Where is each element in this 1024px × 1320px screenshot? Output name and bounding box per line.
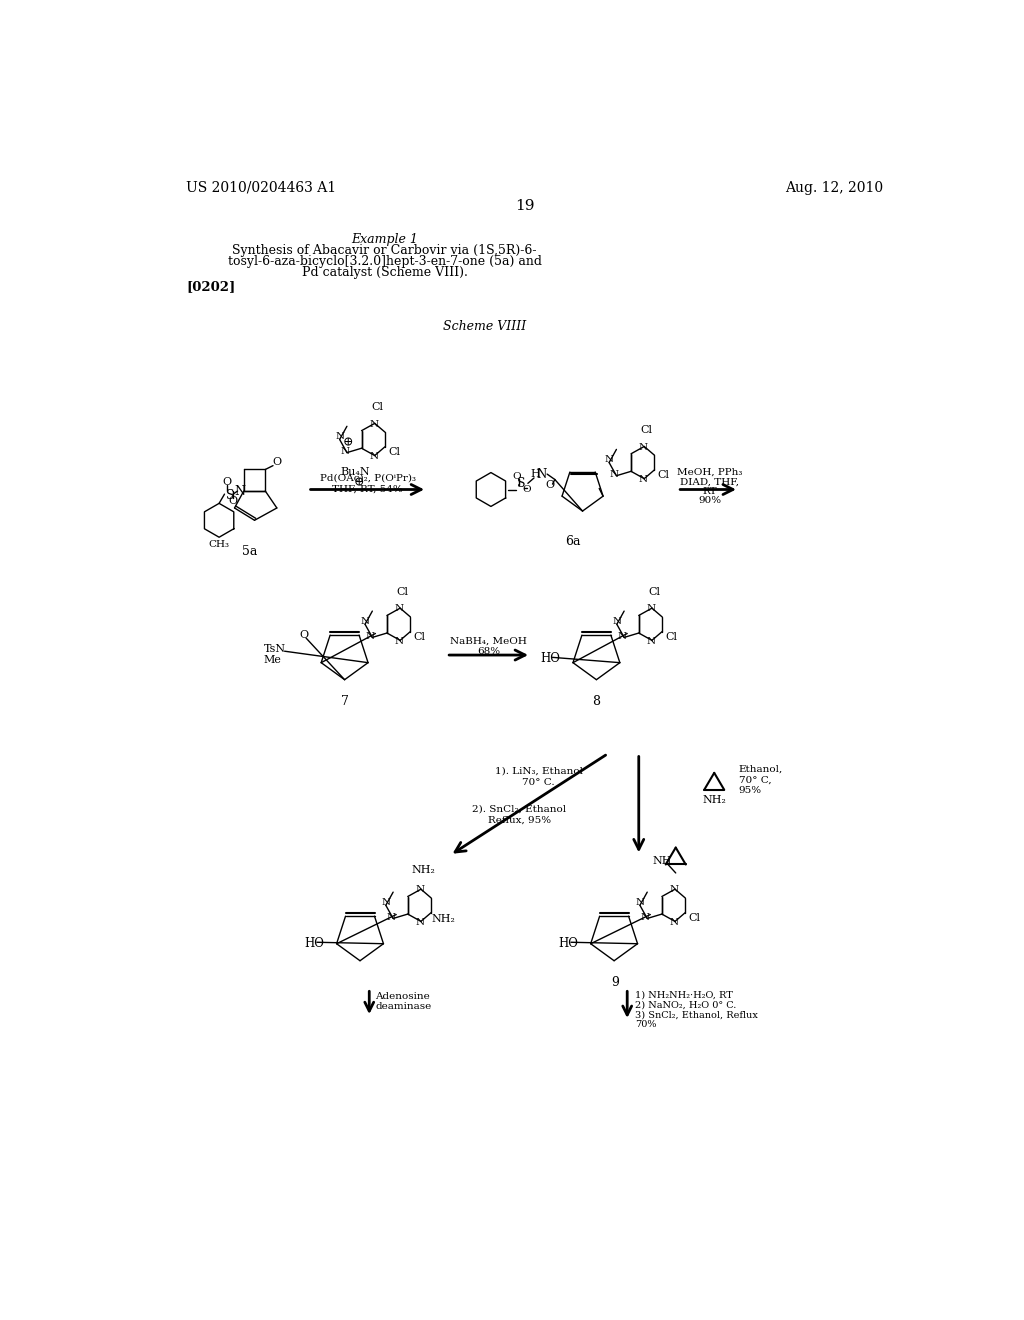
- Text: N: N: [382, 898, 391, 907]
- Text: O: O: [272, 457, 282, 467]
- Text: O: O: [222, 477, 231, 487]
- Text: N: N: [394, 636, 403, 645]
- Text: N: N: [646, 605, 655, 614]
- Text: N: N: [234, 484, 246, 498]
- Text: N: N: [416, 917, 425, 927]
- Text: N: N: [612, 616, 622, 626]
- Text: 6a: 6a: [565, 536, 581, 548]
- Text: N: N: [386, 913, 395, 923]
- Text: Scheme VIIII: Scheme VIIII: [443, 319, 526, 333]
- Text: Pd catalyst (Scheme VIII).: Pd catalyst (Scheme VIII).: [302, 265, 468, 279]
- Text: N: N: [670, 917, 679, 927]
- Text: Aug. 12, 2010: Aug. 12, 2010: [785, 181, 883, 194]
- Text: S: S: [517, 477, 526, 490]
- Text: N: N: [360, 616, 370, 626]
- Text: O: O: [545, 480, 554, 490]
- Text: DIAD, THF,: DIAD, THF,: [680, 478, 739, 486]
- Text: ⊕: ⊕: [342, 436, 353, 449]
- Text: N: N: [340, 447, 349, 457]
- Text: HO: HO: [558, 937, 578, 950]
- Text: RT: RT: [702, 487, 717, 495]
- Text: TsN: TsN: [264, 644, 287, 653]
- Text: 9: 9: [611, 975, 620, 989]
- Text: Synthesis of Abacavir or Carbovir via (1S,5R)-6-: Synthesis of Abacavir or Carbovir via (1…: [232, 244, 537, 257]
- Text: N: N: [640, 913, 649, 923]
- Text: N: N: [636, 898, 645, 907]
- Text: NH: NH: [652, 857, 672, 866]
- Text: CH₃: CH₃: [209, 540, 229, 549]
- Text: 70° C.: 70° C.: [522, 777, 555, 787]
- Text: O: O: [299, 630, 308, 640]
- Text: Me: Me: [263, 656, 282, 665]
- Text: NH₂: NH₂: [412, 865, 435, 875]
- Text: N: N: [670, 886, 679, 895]
- Text: HO: HO: [304, 937, 324, 950]
- Text: Cl: Cl: [640, 425, 652, 436]
- Text: 70° C,: 70° C,: [739, 775, 771, 784]
- Text: S: S: [225, 490, 234, 502]
- Text: N: N: [605, 455, 614, 463]
- Text: Cl: Cl: [388, 446, 400, 457]
- Text: 5a: 5a: [243, 545, 258, 557]
- Text: N: N: [646, 636, 655, 645]
- Text: 3) SnCl₂, Ethanol, Reflux: 3) SnCl₂, Ethanol, Reflux: [635, 1010, 758, 1019]
- Text: 95%: 95%: [739, 787, 762, 795]
- Text: 1). LiN₃, Ethanol: 1). LiN₃, Ethanol: [495, 766, 583, 775]
- Text: N: N: [639, 442, 648, 451]
- Text: N: N: [336, 432, 344, 441]
- Text: [0202]: [0202]: [186, 280, 236, 293]
- Text: Bu₄N: Bu₄N: [341, 467, 371, 477]
- Text: O: O: [228, 496, 238, 506]
- Text: Ethanol,: Ethanol,: [739, 764, 783, 774]
- Text: 90%: 90%: [698, 496, 721, 504]
- Text: Cl: Cl: [396, 587, 409, 597]
- Text: Cl: Cl: [371, 403, 383, 412]
- Text: tosyl-6-aza-bicyclo[3.2.0]hept-3-en-7-one (5a) and: tosyl-6-aza-bicyclo[3.2.0]hept-3-en-7-on…: [227, 255, 542, 268]
- Text: MeOH, PPh₃: MeOH, PPh₃: [677, 469, 742, 477]
- Text: THF, RT, 54%: THF, RT, 54%: [333, 484, 403, 494]
- Text: 19: 19: [515, 199, 535, 213]
- Text: N: N: [537, 467, 547, 480]
- Text: N: N: [609, 470, 618, 479]
- Text: ⊕: ⊕: [353, 477, 364, 490]
- Text: 8: 8: [593, 694, 600, 708]
- Text: Cl: Cl: [414, 631, 425, 642]
- Text: N: N: [370, 420, 379, 429]
- Text: 1) NH₂NH₂·H₂O, RT: 1) NH₂NH₂·H₂O, RT: [635, 990, 733, 999]
- Text: deaminase: deaminase: [376, 1002, 432, 1011]
- Text: Pd(OAc)₂, P(OⁱPr)₃: Pd(OAc)₂, P(OⁱPr)₃: [319, 474, 416, 482]
- Text: 7: 7: [341, 694, 348, 708]
- Text: O: O: [523, 484, 531, 494]
- Text: US 2010/0204463 A1: US 2010/0204463 A1: [186, 181, 336, 194]
- Text: N: N: [394, 605, 403, 614]
- Text: Cl: Cl: [657, 470, 670, 480]
- Text: N: N: [366, 632, 375, 642]
- Text: NaBH₄, MeOH: NaBH₄, MeOH: [451, 636, 527, 645]
- Text: Example 1: Example 1: [351, 232, 418, 246]
- Text: Cl: Cl: [688, 912, 700, 923]
- Text: 2). SnCl₂, Ethanol: 2). SnCl₂, Ethanol: [472, 805, 566, 813]
- Text: 68%: 68%: [477, 647, 500, 656]
- Text: 2) NaNO₂, H₂O 0° C.: 2) NaNO₂, H₂O 0° C.: [635, 1001, 736, 1008]
- Text: N: N: [617, 632, 627, 642]
- Text: 70%: 70%: [635, 1020, 656, 1030]
- Text: N: N: [639, 475, 648, 484]
- Text: HO: HO: [541, 652, 560, 665]
- Text: Cl: Cl: [648, 587, 660, 597]
- Text: NH₂: NH₂: [702, 795, 726, 805]
- Text: Adenosine: Adenosine: [376, 991, 430, 1001]
- Text: N: N: [416, 886, 425, 895]
- Text: NH₂: NH₂: [431, 915, 455, 924]
- Text: H: H: [530, 469, 541, 479]
- Text: N: N: [370, 451, 379, 461]
- Text: O: O: [512, 473, 520, 480]
- Text: Reflux, 95%: Reflux, 95%: [487, 816, 551, 825]
- Text: Cl: Cl: [666, 631, 677, 642]
